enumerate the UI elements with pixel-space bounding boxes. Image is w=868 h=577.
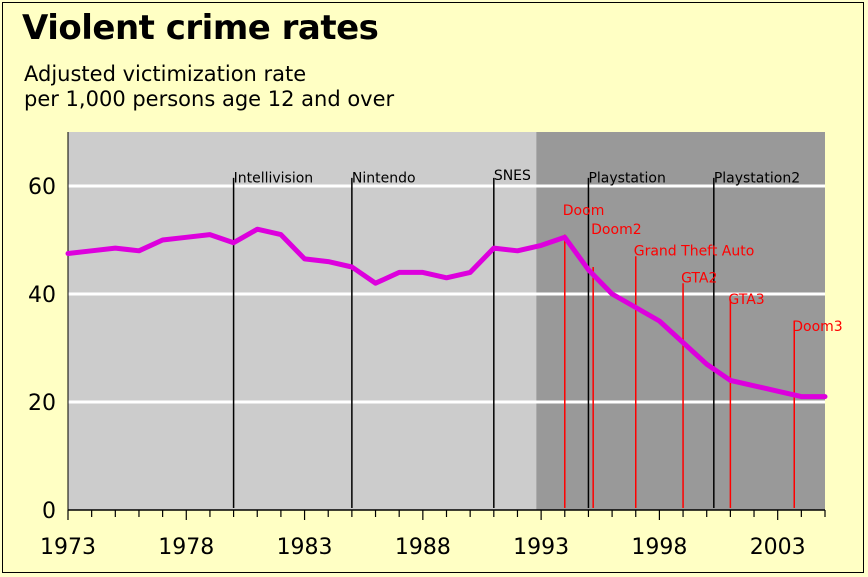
annotation-label-3: Playstation xyxy=(588,171,665,187)
annotation-label-5: Doom xyxy=(563,203,605,219)
annotation-label-4: Playstation2 xyxy=(714,171,800,187)
y-tick-label-20: 20 xyxy=(28,391,56,416)
y-tick-label-60: 60 xyxy=(28,175,56,200)
annotation-label-9: GTA3 xyxy=(728,292,764,308)
annotation-label-1: Nintendo xyxy=(352,171,416,187)
chart-title: Violent crime rates xyxy=(22,8,379,48)
x-tick-label-1973: 1973 xyxy=(40,535,96,560)
shaded-region xyxy=(536,132,825,510)
y-tick-label-40: 40 xyxy=(28,283,56,308)
x-tick-label-1983: 1983 xyxy=(277,535,333,560)
annotation-label-0: Intellivision xyxy=(234,171,314,187)
x-tick-label-1998: 1998 xyxy=(631,535,687,560)
annotation-label-8: GTA2 xyxy=(681,271,717,287)
x-tick-label-2003: 2003 xyxy=(750,535,806,560)
subtitle-line-1: Adjusted victimization rate xyxy=(24,62,307,86)
y-tick-label-0: 0 xyxy=(42,499,56,524)
chart-subtitle: Adjusted victimization rate per 1,000 pe… xyxy=(24,62,624,112)
x-tick-label-1978: 1978 xyxy=(158,535,214,560)
series-line xyxy=(65,226,828,400)
x-tick-label-1988: 1988 xyxy=(395,535,451,560)
annotation-label-6: Doom2 xyxy=(591,222,641,238)
subtitle-line-2: per 1,000 persons age 12 and over xyxy=(24,87,395,111)
annotation-label-7: Grand Theft Auto xyxy=(634,244,755,260)
annotation-label-10: Doom3 xyxy=(792,319,842,335)
x-tick-label-1993: 1993 xyxy=(513,535,569,560)
annotation-label-2: SNES xyxy=(494,168,531,184)
